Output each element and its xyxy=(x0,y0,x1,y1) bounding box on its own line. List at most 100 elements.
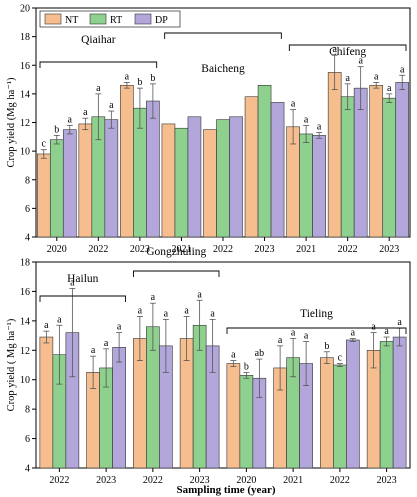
site-label: Chifeng xyxy=(329,46,366,58)
bar-DP xyxy=(229,116,243,238)
y-tick-label: 18 xyxy=(20,258,30,269)
bar-RT xyxy=(239,374,254,469)
significance-letter: a xyxy=(351,328,356,339)
significance-letter: b xyxy=(54,124,59,135)
y-tick-label: 10 xyxy=(20,375,30,386)
bottom-panel: 4 6 8 10 12 14 16 18 Crop yield ( Mg ha⁻¹) 2022 20… xyxy=(6,246,411,486)
y-tick-label: 14 xyxy=(20,89,30,100)
site-label: Qiaihar xyxy=(81,34,116,46)
x-tick-label: 2021 xyxy=(296,244,316,255)
x-tick-label: 2023 xyxy=(379,244,399,255)
x-tick-label: 2021 xyxy=(283,475,303,486)
bar-NT xyxy=(226,363,241,469)
y-axis-title: Crop yield (Mg ha⁻¹) xyxy=(6,77,17,168)
bar-DP xyxy=(112,347,126,469)
x-tick-label: 2022 xyxy=(213,244,233,255)
x-tick-label: 2023 xyxy=(130,244,150,255)
y-tick-label: 14 xyxy=(20,316,30,327)
y-tick-label: 12 xyxy=(20,118,30,129)
legend-label-DP: DP xyxy=(155,15,168,26)
significance-letter: c xyxy=(338,353,343,364)
significance-letter: a xyxy=(291,99,296,110)
significance-letter: a xyxy=(358,56,363,67)
y-tick-label: 8 xyxy=(25,175,30,186)
significance-letter: a xyxy=(125,71,130,82)
significance-letter: a xyxy=(44,320,49,331)
significance-letter: a xyxy=(317,122,322,133)
significance-letter: a xyxy=(83,107,88,118)
legend-swatch-DP xyxy=(134,13,152,25)
x-tick-label: 2022 xyxy=(49,475,69,486)
bar-RT xyxy=(174,127,189,238)
significance-letter: ab xyxy=(255,348,264,359)
significance-letter: a xyxy=(210,308,215,319)
x-tick-label: 2023 xyxy=(255,244,275,255)
significance-letter: b xyxy=(150,73,155,84)
significance-letter: a xyxy=(291,328,296,339)
significance-letter: c xyxy=(42,139,47,150)
x-tick-label: 2020 xyxy=(236,475,256,486)
bar-NT xyxy=(244,96,259,238)
significance-letter: a xyxy=(332,44,337,55)
bar-RT xyxy=(299,133,313,238)
bar-NT xyxy=(39,336,54,469)
x-tick-label: 2023 xyxy=(96,475,116,486)
y-tick-label: 16 xyxy=(20,61,30,72)
y-tick-label: 18 xyxy=(20,32,30,43)
bar-DP xyxy=(346,339,360,469)
significance-letter: a xyxy=(384,326,389,337)
bar-RT xyxy=(216,119,230,238)
x-tick-label: 2023 xyxy=(377,475,397,486)
bar-NT xyxy=(320,357,334,469)
significance-letter: a xyxy=(70,277,75,288)
y-tick-label: 6 xyxy=(25,434,30,445)
legend-label-RT: RT xyxy=(110,15,122,26)
significance-letter: a xyxy=(400,64,405,75)
bar-NT xyxy=(36,153,51,238)
x-tick-label: 2023 xyxy=(190,475,210,486)
significance-letter: a xyxy=(96,83,101,94)
bar-NT xyxy=(203,129,217,238)
bar-DP xyxy=(62,129,77,238)
significance-letter: a xyxy=(68,114,73,125)
x-tick-label: 2020 xyxy=(47,244,67,255)
significance-letter: a xyxy=(345,73,350,84)
significance-letter: a xyxy=(278,335,283,346)
bar-NT xyxy=(161,123,176,238)
x-tick-label: 2022 xyxy=(88,244,108,255)
y-tick-label: 10 xyxy=(20,147,30,158)
significance-letter: a xyxy=(91,345,96,356)
legend-swatch-RT xyxy=(89,13,107,25)
bar-DP xyxy=(146,100,160,238)
x-tick-label: 2022 xyxy=(330,475,350,486)
legend-swatch-NT xyxy=(44,13,62,25)
bar-NT xyxy=(120,84,134,238)
y-tick-label: 4 xyxy=(25,464,30,475)
site-label: Gongzhuling xyxy=(146,246,206,258)
significance-letter: a xyxy=(109,100,114,111)
significance-letter: a xyxy=(104,338,109,349)
significance-letter: a xyxy=(184,305,189,316)
x-tick-label: 2022 xyxy=(338,244,358,255)
significance-letter: a xyxy=(304,114,309,125)
bar-DP xyxy=(395,82,410,238)
significance-letter: a xyxy=(397,317,402,328)
site-label: Baicheng xyxy=(201,63,245,75)
significance-letter: b xyxy=(137,77,142,88)
y-tick-label: 6 xyxy=(25,204,30,215)
y-tick-label: 12 xyxy=(20,346,30,357)
bar-RT xyxy=(333,364,347,469)
y-tick-label: 20 xyxy=(20,4,30,15)
site-bracket xyxy=(39,61,158,68)
y-tick-label: 4 xyxy=(25,233,30,244)
legend-label-NT: NT xyxy=(65,15,78,26)
bar-DP xyxy=(270,102,285,238)
significance-letter: b xyxy=(244,361,249,372)
significance-letter: a xyxy=(164,308,169,319)
significance-letter: a xyxy=(197,289,202,300)
significance-letter: a xyxy=(117,322,122,333)
bar-NT xyxy=(78,123,93,238)
site-bracket xyxy=(288,44,407,51)
significance-letter: a xyxy=(304,330,309,341)
